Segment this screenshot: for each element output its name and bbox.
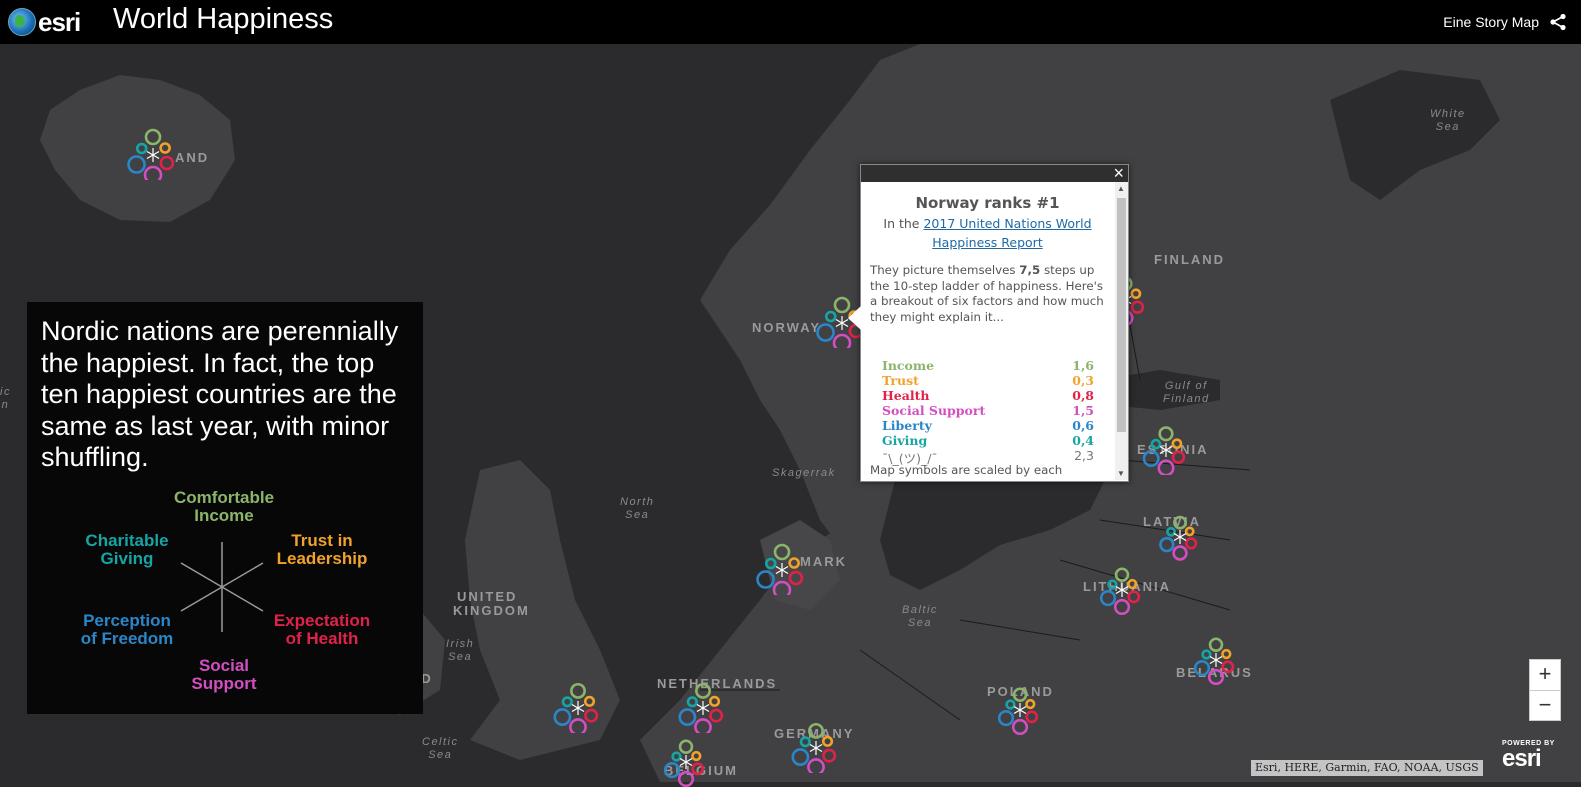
app-header: esri World Happiness Eine Story Map: [0, 0, 1581, 44]
label-finland: FINLAND: [1154, 252, 1226, 267]
desc-value: 7,5: [1019, 263, 1041, 277]
powered-by-text: POWERED BY: [1502, 740, 1555, 747]
symbol-netherlands[interactable]: [668, 673, 728, 733]
esri-logo[interactable]: esri: [8, 5, 81, 39]
white-sea: [1330, 70, 1500, 200]
north-sea: [570, 420, 760, 690]
desc-suffix: steps up the 10-step ladder of happiness…: [870, 263, 1104, 324]
label-white-sea: White Sea: [1430, 108, 1466, 133]
popup-sub-prefix: In the: [883, 216, 924, 231]
label-poland: POLAND: [987, 684, 1054, 699]
denmark-landmass: [760, 520, 840, 610]
legend-star-icon: [180, 542, 264, 632]
factor-value: 1,5: [1072, 403, 1094, 418]
symbol-estonia[interactable]: [1131, 415, 1191, 475]
label-skagerrak: Skagerrak: [772, 467, 836, 479]
label-norway: NORWAY: [752, 320, 822, 335]
popup-subtitle: In the 2017 United Nations World Happine…: [861, 214, 1114, 252]
symbol-uk[interactable]: [543, 673, 603, 733]
factor-row: Giving 0,4: [882, 433, 1094, 448]
symbol-iceland[interactable]: [118, 120, 178, 180]
factor-value: 1,6: [1072, 358, 1094, 373]
report-link[interactable]: 2017 United Nations World Happiness Repo…: [923, 216, 1092, 250]
app-title: World Happiness: [113, 3, 334, 35]
factor-row: Liberty 0,6: [882, 418, 1094, 433]
factor-name: Giving: [882, 433, 928, 448]
share-icon[interactable]: [1549, 13, 1567, 31]
story-map-link[interactable]: Eine Story Map: [1443, 14, 1539, 30]
factor-row: Income 1,6: [882, 358, 1094, 373]
popup-description: They picture themselves 7,5 steps up the…: [870, 263, 1108, 325]
desc-prefix: They picture themselves: [870, 263, 1020, 277]
factor-name: ¯\_(ツ)_/¯: [882, 451, 938, 466]
popup-titlebar: ×: [861, 163, 1128, 183]
legend-income: Comfortable Income: [173, 488, 275, 525]
label-irish-sea: Irish Sea: [446, 638, 475, 663]
scroll-down-icon[interactable]: ▼: [1117, 469, 1125, 478]
factor-value: 2,3: [1074, 448, 1094, 463]
symbol-germany[interactable]: [781, 713, 841, 773]
zoom-in-button[interactable]: +: [1538, 661, 1552, 686]
symbol-poland[interactable]: [985, 675, 1045, 735]
factor-name: Social Support: [882, 403, 986, 418]
label-uk-2: KINGDOM: [453, 603, 530, 618]
powered-by-brand: esri: [1502, 745, 1542, 772]
label-lithuania: LITHUANIA: [1083, 579, 1172, 594]
label-uk-1: UNITED: [457, 589, 518, 604]
legend-trust: Trust in Leadership: [276, 531, 368, 568]
popup-body: Norway ranks #1 In the 2017 United Natio…: [861, 182, 1114, 480]
story-text: Nordic nations are perennially the happi…: [41, 316, 399, 472]
label-gulf-of-finland: Gulf of Finland: [1163, 380, 1210, 405]
factor-row: Social Support 1,5: [882, 403, 1094, 418]
zoom-out-button[interactable]: −: [1530, 690, 1560, 721]
label-north-sea: North Sea: [620, 496, 655, 521]
factor-row: ¯\_(ツ)_/¯ 2,3: [882, 448, 1094, 466]
label-celtic-sea: Celtic Sea: [422, 736, 459, 761]
factor-value: 0,4: [1072, 433, 1094, 448]
logo-text: esri: [38, 6, 81, 37]
norway-popup[interactable]: × Norway ranks #1 In the 2017 United Nat…: [860, 163, 1129, 482]
zoom-control: + −: [1529, 659, 1561, 721]
popup-scrollbar[interactable]: ▲ ▼: [1115, 182, 1128, 480]
gulf-of-finland: [1100, 370, 1220, 410]
popup-pointer: [848, 306, 861, 330]
legend-health: Expectation of Health: [273, 611, 371, 648]
legend-giving: Charitable Giving: [85, 531, 169, 568]
factor-name: Health: [882, 388, 930, 403]
label-atlantic: ic n: [0, 386, 11, 411]
factor-value: 0,3: [1072, 373, 1094, 388]
powered-by-esri[interactable]: POWERED BY esri: [1502, 740, 1555, 771]
factor-name: Trust: [882, 373, 919, 388]
label-denmark: MARK: [800, 554, 847, 569]
story-panel: Nordic nations are perennially the happi…: [27, 302, 423, 714]
symbol-lithuania[interactable]: [1087, 555, 1147, 615]
scroll-up-icon[interactable]: ▲: [1117, 184, 1125, 193]
symbol-denmark[interactable]: [747, 535, 807, 595]
map-attribution[interactable]: Esri, HERE, Garmin, FAO, NOAA, USGS: [1251, 760, 1483, 776]
factor-row: Health 0,8: [882, 388, 1094, 403]
label-germany: GERMANY: [774, 726, 855, 741]
factor-value: 0,8: [1072, 388, 1094, 403]
factor-name: Liberty: [882, 418, 932, 433]
globe-icon: [8, 8, 36, 36]
factor-row: Trust 0,3: [882, 373, 1094, 388]
symbol-belarus[interactable]: [1181, 625, 1241, 685]
legend-liberty: Perception of Freedom: [80, 611, 174, 648]
popup-title: Norway ranks #1: [915, 194, 1060, 212]
label-netherlands: NETHERLANDS: [657, 676, 778, 691]
popup-scroll-thumb[interactable]: [1117, 198, 1126, 432]
label-iceland: AND: [175, 150, 210, 165]
symbol-latvia[interactable]: [1145, 502, 1205, 562]
factor-value: 0,6: [1072, 418, 1094, 433]
close-icon[interactable]: ×: [1113, 163, 1124, 183]
symbol-belgium[interactable]: [651, 727, 711, 787]
popup-footer: Map symbols are scaled by each: [870, 463, 1063, 477]
legend-social: Social Support: [191, 656, 257, 693]
label-baltic-sea: Baltic Sea: [902, 604, 938, 629]
factor-name: Income: [882, 358, 935, 373]
